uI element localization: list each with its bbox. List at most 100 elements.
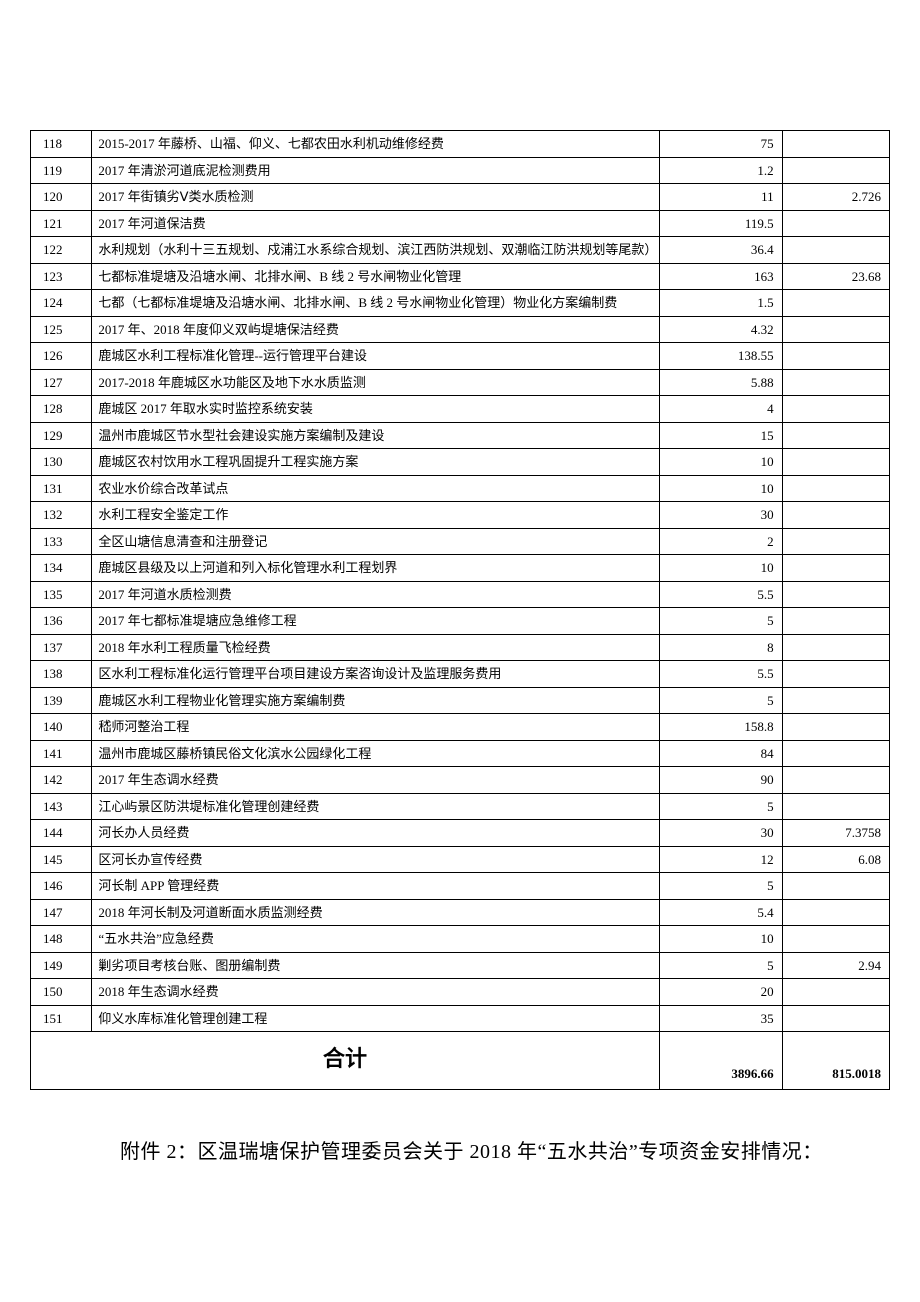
row-number: 129	[31, 422, 92, 449]
row-value-2	[782, 926, 889, 953]
row-description: 2017 年生态调水经费	[92, 767, 660, 794]
row-number: 118	[31, 131, 92, 158]
row-value-1: 1.5	[659, 290, 782, 317]
table-row: 1192017 年清淤河道底泥检测费用1.2	[31, 157, 890, 184]
row-value-1: 4	[659, 396, 782, 423]
row-value-1: 138.55	[659, 343, 782, 370]
row-value-2	[782, 740, 889, 767]
row-value-1: 90	[659, 767, 782, 794]
row-number: 132	[31, 502, 92, 529]
row-value-2	[782, 979, 889, 1006]
row-description: 嵇师河整治工程	[92, 714, 660, 741]
row-value-2	[782, 157, 889, 184]
row-description: 鹿城区县级及以上河道和列入标化管理水利工程划界	[92, 555, 660, 582]
table-row: 149剿劣项目考核台账、图册编制费52.94	[31, 952, 890, 979]
row-value-2	[782, 316, 889, 343]
table-row: 1472018 年河长制及河道断面水质监测经费5.4	[31, 899, 890, 926]
row-description: 2017 年街镇劣Ⅴ类水质检测	[92, 184, 660, 211]
row-value-2	[782, 528, 889, 555]
row-number: 141	[31, 740, 92, 767]
row-description: 水利工程安全鉴定工作	[92, 502, 660, 529]
row-number: 148	[31, 926, 92, 953]
table-row: 132水利工程安全鉴定工作30	[31, 502, 890, 529]
row-description: 河长制 APP 管理经费	[92, 873, 660, 900]
row-value-2	[782, 767, 889, 794]
row-number: 119	[31, 157, 92, 184]
row-description: 七都（七都标准堤塘及沿塘水闸、北排水闸、B 线 2 号水闸物业化管理）物业化方案…	[92, 290, 660, 317]
table-row: 1362017 年七都标准堤塘应急维修工程5	[31, 608, 890, 635]
table-row: 151仰义水库标准化管理创建工程35	[31, 1005, 890, 1032]
table-row: 133全区山塘信息清查和注册登记2	[31, 528, 890, 555]
row-value-2: 23.68	[782, 263, 889, 290]
row-value-2	[782, 237, 889, 264]
row-description: 区河长办宣传经费	[92, 846, 660, 873]
row-number: 145	[31, 846, 92, 873]
row-description: 全区山塘信息清查和注册登记	[92, 528, 660, 555]
row-description: 温州市鹿城区节水型社会建设实施方案编制及建设	[92, 422, 660, 449]
row-value-1: 11	[659, 184, 782, 211]
row-value-1: 5.4	[659, 899, 782, 926]
row-value-1: 1.2	[659, 157, 782, 184]
row-description: 鹿城区水利工程标准化管理--运行管理平台建设	[92, 343, 660, 370]
row-value-2	[782, 1005, 889, 1032]
row-value-2	[782, 714, 889, 741]
row-value-1: 36.4	[659, 237, 782, 264]
row-description: 七都标准堤塘及沿塘水闸、北排水闸、B 线 2 号水闸物业化管理	[92, 263, 660, 290]
row-value-2	[782, 608, 889, 635]
table-row: 139鹿城区水利工程物业化管理实施方案编制费5	[31, 687, 890, 714]
row-value-2: 2.726	[782, 184, 889, 211]
row-value-1: 12	[659, 846, 782, 873]
row-number: 138	[31, 661, 92, 688]
appendix-text: 附件 2：区温瑞塘保护管理委员会关于 2018 年“五水共治”专项资金安排情况：	[30, 1130, 890, 1174]
table-row: 138区水利工程标准化运行管理平台项目建设方案咨询设计及监理服务费用5.5	[31, 661, 890, 688]
row-description: 2017 年河道保洁费	[92, 210, 660, 237]
row-value-2	[782, 661, 889, 688]
total-label: 合计	[31, 1032, 660, 1090]
row-description: 剿劣项目考核台账、图册编制费	[92, 952, 660, 979]
row-number: 120	[31, 184, 92, 211]
row-number: 123	[31, 263, 92, 290]
row-number: 134	[31, 555, 92, 582]
row-number: 142	[31, 767, 92, 794]
row-value-1: 5.5	[659, 581, 782, 608]
row-value-1: 10	[659, 449, 782, 476]
row-value-2	[782, 422, 889, 449]
row-value-1: 10	[659, 926, 782, 953]
row-value-1: 5	[659, 873, 782, 900]
table-row: 1422017 年生态调水经费90	[31, 767, 890, 794]
row-number: 133	[31, 528, 92, 555]
row-description: 2017 年清淤河道底泥检测费用	[92, 157, 660, 184]
row-value-1: 5	[659, 793, 782, 820]
row-value-2	[782, 210, 889, 237]
table-row: 134鹿城区县级及以上河道和列入标化管理水利工程划界10	[31, 555, 890, 582]
row-value-2	[782, 290, 889, 317]
row-description: 2017 年、2018 年度仰义双屿堤塘保洁经费	[92, 316, 660, 343]
row-value-1: 119.5	[659, 210, 782, 237]
row-value-2	[782, 131, 889, 158]
table-row: 126鹿城区水利工程标准化管理--运行管理平台建设138.55	[31, 343, 890, 370]
row-value-1: 75	[659, 131, 782, 158]
total-row: 合计3896.66815.0018	[31, 1032, 890, 1090]
row-value-1: 15	[659, 422, 782, 449]
row-number: 130	[31, 449, 92, 476]
row-number: 136	[31, 608, 92, 635]
row-value-2	[782, 475, 889, 502]
table-row: 1272017-2018 年鹿城区水功能区及地下水水质监测5.88	[31, 369, 890, 396]
table-row: 1252017 年、2018 年度仰义双屿堤塘保洁经费4.32	[31, 316, 890, 343]
row-value-1: 4.32	[659, 316, 782, 343]
row-number: 137	[31, 634, 92, 661]
table-row: 144河长办人员经费307.3758	[31, 820, 890, 847]
table-row: 131农业水价综合改革试点10	[31, 475, 890, 502]
total-value-2: 815.0018	[782, 1032, 889, 1090]
document-page: 1182015-2017 年藤桥、山福、仰义、七都农田水利机动维修经费75119…	[0, 0, 920, 1234]
row-value-1: 5	[659, 608, 782, 635]
row-description: 鹿城区水利工程物业化管理实施方案编制费	[92, 687, 660, 714]
table-row: 141温州市鹿城区藤桥镇民俗文化滨水公园绿化工程84	[31, 740, 890, 767]
budget-table: 1182015-2017 年藤桥、山福、仰义、七都农田水利机动维修经费75119…	[30, 130, 890, 1090]
row-description: 2017 年河道水质检测费	[92, 581, 660, 608]
row-number: 151	[31, 1005, 92, 1032]
row-value-1: 30	[659, 820, 782, 847]
row-description: 区水利工程标准化运行管理平台项目建设方案咨询设计及监理服务费用	[92, 661, 660, 688]
row-description: 温州市鹿城区藤桥镇民俗文化滨水公园绿化工程	[92, 740, 660, 767]
row-value-2: 7.3758	[782, 820, 889, 847]
